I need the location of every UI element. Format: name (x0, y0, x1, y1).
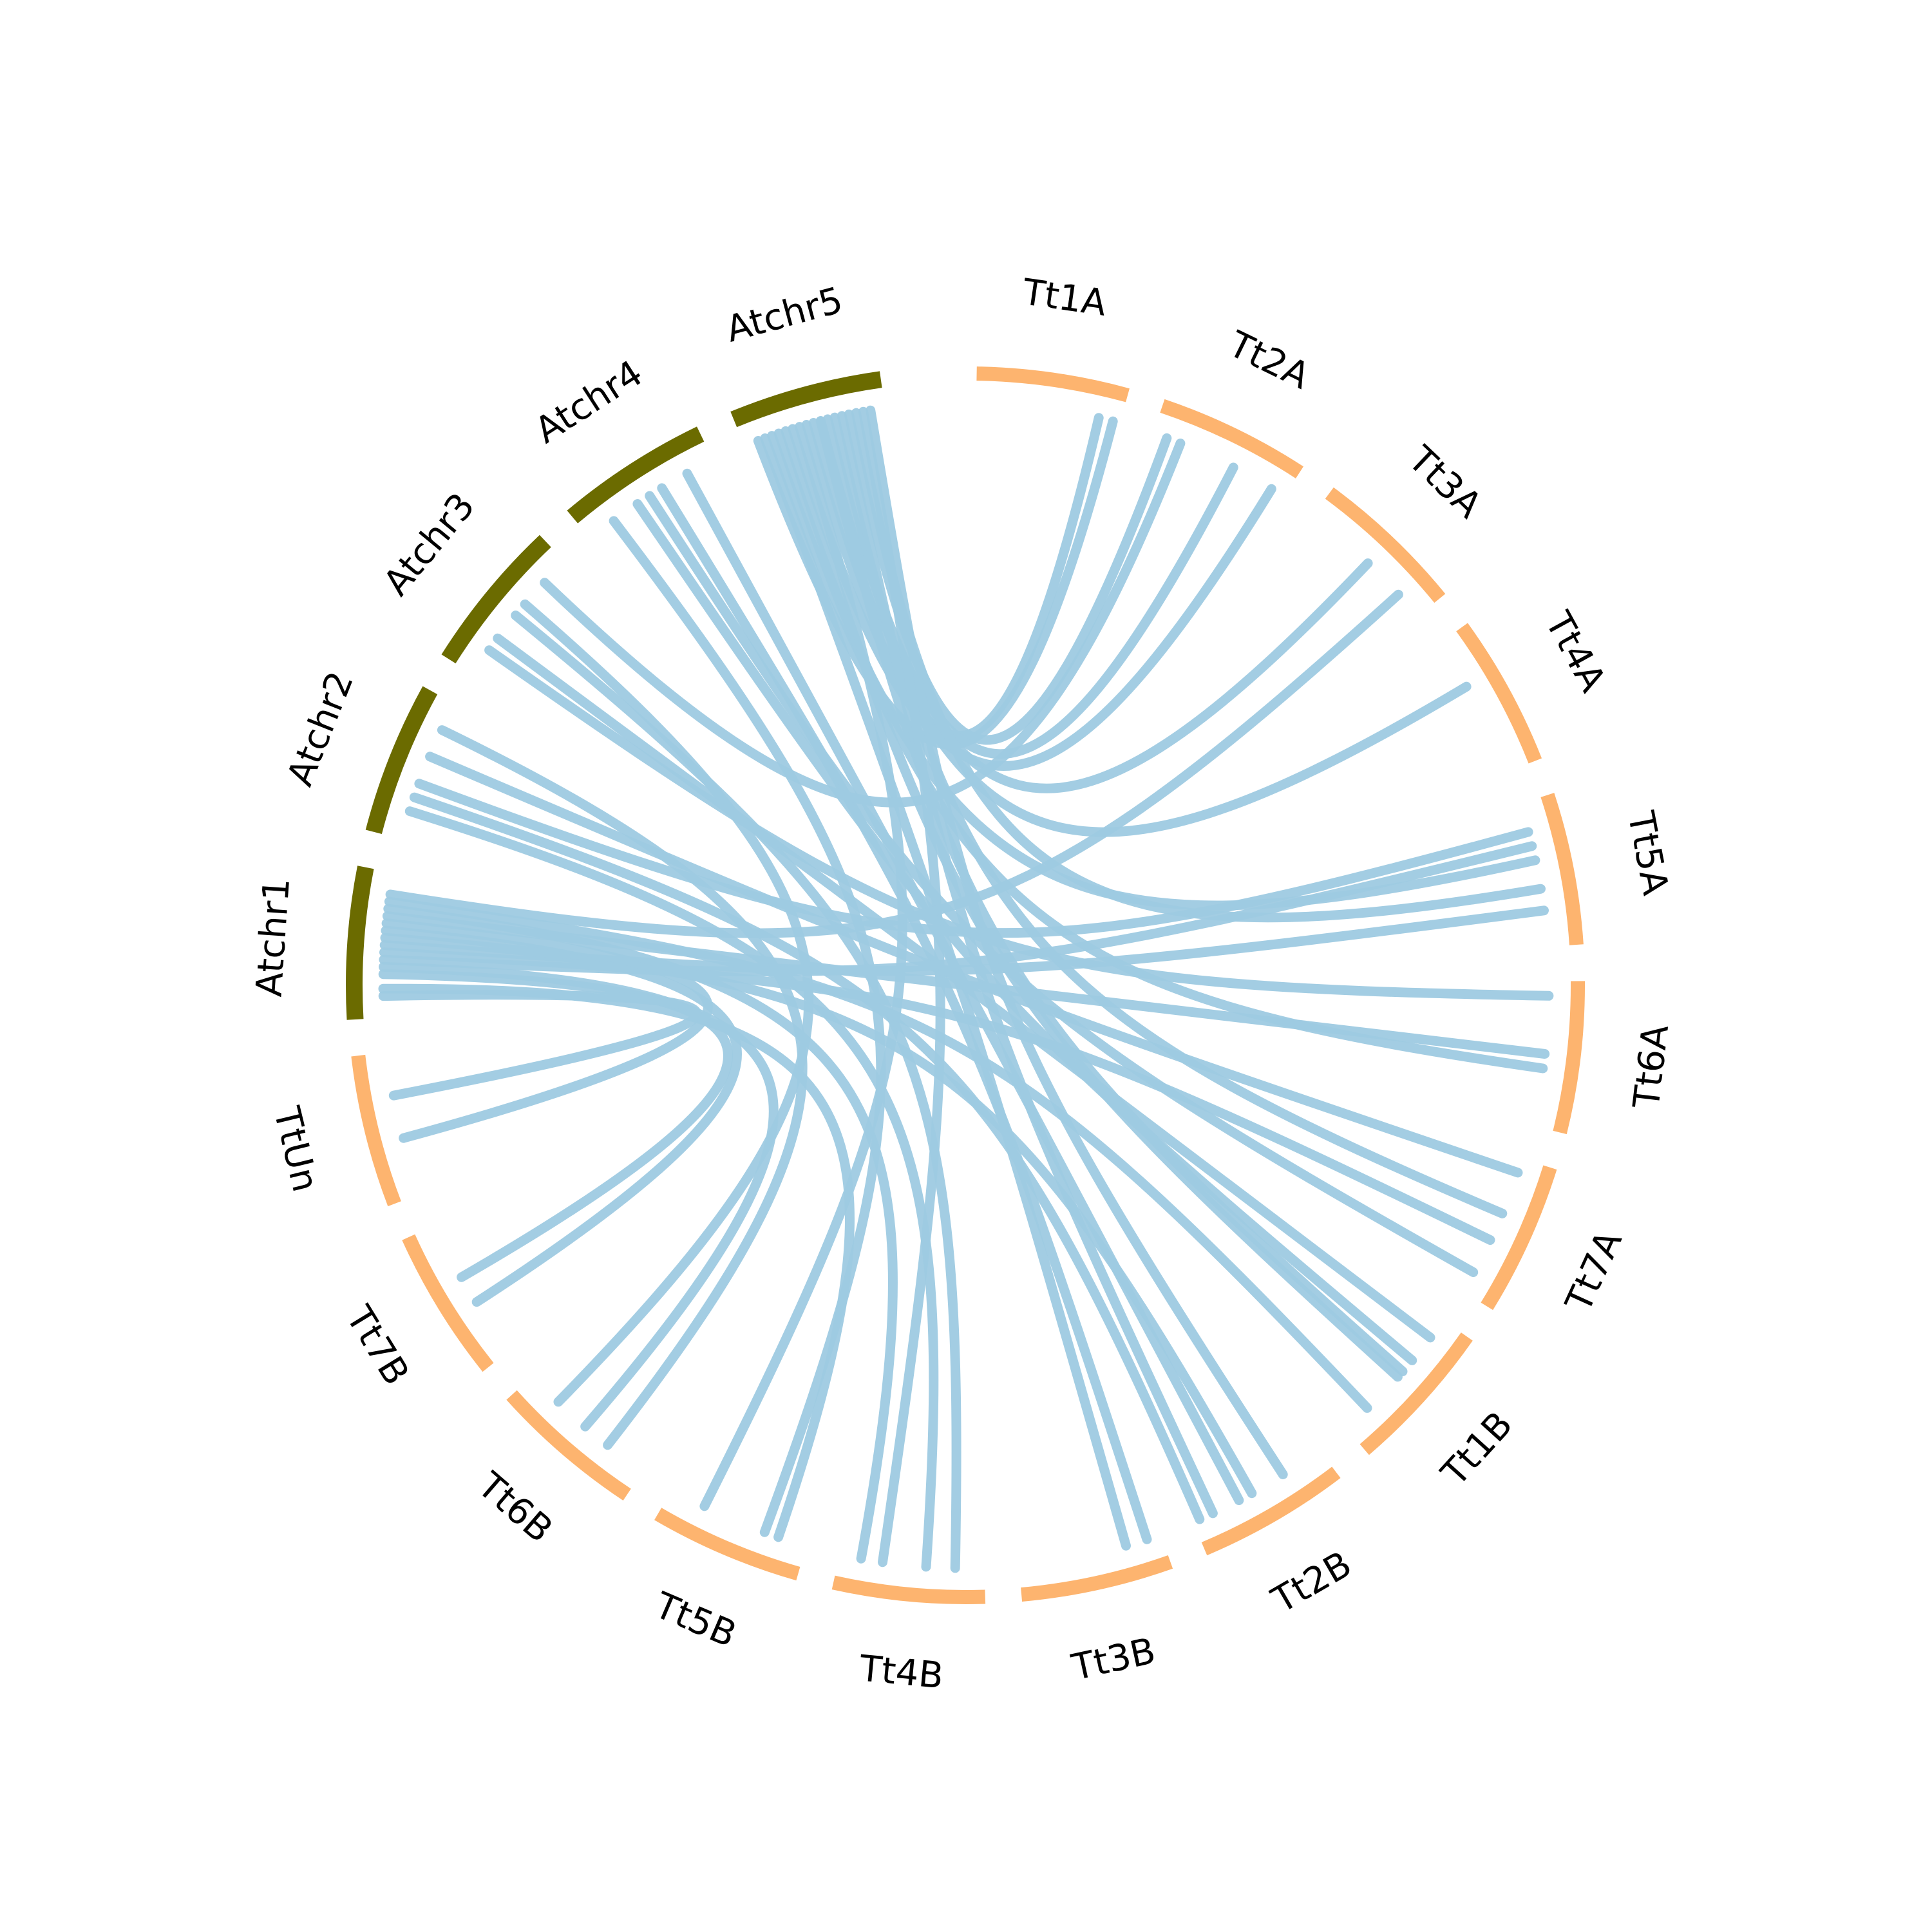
chromosome-label-tt3b: Tt3B (1068, 1630, 1159, 1689)
chromosome-label-tt3a: Tt3A (1399, 438, 1490, 526)
chromosome-arc-tt6b (506, 1390, 631, 1501)
chromosome-arcs (346, 366, 1586, 1604)
synteny-link-atchr4-tt3b (657, 483, 1152, 1544)
synteny-link-atchr1-tt6a (382, 911, 1550, 1059)
chromosome-arc-tt5b (654, 1508, 800, 1581)
synteny-link-atchr1-tt7a (379, 947, 1495, 1245)
chromosome-label-tt5b: Tt5B (648, 1584, 742, 1656)
synteny-link-atchr1-ttun (378, 990, 702, 1101)
synteny-link-atchr2-tt4b (404, 806, 939, 1572)
chromosome-arc-atchr2 (365, 686, 438, 835)
chromosome-label-atchr4: Atchr4 (528, 352, 650, 452)
chromosome-label-tt4a: Tt4A (1537, 605, 1614, 699)
synteny-link-atchr1-tt2b (380, 933, 1257, 1499)
chromosome-label-tt7b: Tt7B (337, 1298, 417, 1392)
chromosome-arc-tt1a (976, 366, 1130, 402)
synteny-link-atchr5-tt2b (837, 411, 1218, 1519)
synteny-link-atchr5-tt3a (815, 416, 1373, 793)
chromosome-arc-tt2a (1160, 399, 1303, 478)
chromosome-arc-atchr3 (441, 535, 551, 664)
chromosome-arc-tt3b (1021, 1555, 1173, 1602)
chromosome-arc-tt2b (1201, 1466, 1341, 1556)
chromosome-label-tt1b: Tt1B (1433, 1404, 1520, 1495)
chromosome-label-atchr2: Atchr2 (279, 666, 362, 791)
synteny-link-atchr2-tt7a (425, 752, 1523, 1178)
chromosome-label-tt2a: Tt2A (1222, 323, 1316, 398)
chromosome-label-tt2b: Tt2B (1265, 1544, 1359, 1622)
synteny-link-atchr1-tt4b (383, 904, 898, 1564)
chromosome-label-tt4b: Tt4B (857, 1647, 945, 1697)
synteny-link-atchr1-tt6b (379, 961, 779, 1432)
chromosome-arc-atchr4 (567, 426, 705, 524)
chromosome-label-tt6b: Tt6B (469, 1464, 561, 1551)
chromosome-label-tt1a: Tt1A (1019, 271, 1109, 325)
chromosome-arc-tt3a (1325, 487, 1446, 603)
chromosome-arc-tt7a (1481, 1165, 1557, 1311)
chromosome-label-atchr5: Atchr5 (722, 279, 848, 351)
chromosome-label-ttun: TtUn (265, 1103, 327, 1196)
synteny-links (378, 405, 1554, 1573)
chromosome-label-tt6a: Tt6A (1625, 1023, 1677, 1112)
synteny-link-atchr2-tt6b (437, 725, 808, 1450)
synteny-link-atchr1-tt1b (384, 896, 1372, 1413)
chromosome-arc-tt5a (1540, 793, 1584, 945)
synteny-link-atchr2-tt2b (409, 792, 1205, 1524)
chromosome-arc-tt6a (1553, 981, 1586, 1135)
synteny-link-atchr1-ttun (381, 918, 713, 1143)
chromosome-label-tt7a: Tt7A (1557, 1224, 1630, 1318)
chromosome-label-atchr1: Atchr1 (248, 876, 298, 998)
chromosome-arc-atchr1 (346, 866, 374, 1020)
chromosome-arc-tt4a (1456, 623, 1542, 764)
chromosome-arc-tt7b (402, 1234, 494, 1372)
synteny-link-atchr3-tt2a (540, 439, 1186, 808)
chromosome-arc-ttun (351, 1054, 401, 1207)
chromosome-arc-atchr5 (730, 371, 882, 428)
synteny-link-atchr1-tt3a (385, 589, 1403, 938)
chromosome-arc-tt4b (831, 1575, 986, 1604)
chromosome-arc-tt1b (1359, 1332, 1473, 1455)
chromosome-label-atchr3: Atchr3 (375, 486, 483, 604)
chromosome-label-tt5a: Tt5A (1619, 808, 1676, 898)
synteny-link-atchr2-tt5a (414, 779, 1533, 938)
